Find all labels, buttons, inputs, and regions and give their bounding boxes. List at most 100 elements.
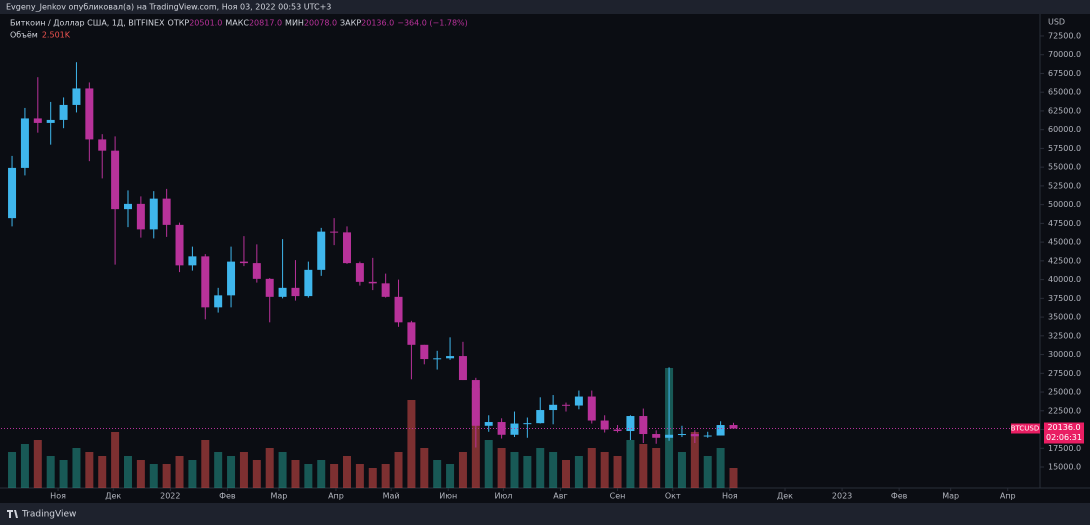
x-tick-label: Авг xyxy=(553,492,567,501)
candle-body xyxy=(123,203,132,210)
price-label: 20136.0 xyxy=(1047,423,1080,432)
x-tick-label: Окт xyxy=(665,492,681,501)
volume-bar xyxy=(8,452,17,488)
candle-body xyxy=(471,380,480,426)
y-tick-label: 22500.0 xyxy=(1048,406,1081,415)
volume-bar xyxy=(510,452,519,488)
currency: USD xyxy=(1048,18,1065,27)
top-bar xyxy=(0,0,1090,14)
candle-body xyxy=(574,396,583,406)
legend-text: 20078.0 xyxy=(304,19,337,28)
x-tick-label: Ноя xyxy=(50,492,66,501)
symbol-label: BTCUSD xyxy=(1011,425,1040,433)
candle-body xyxy=(149,198,158,230)
candle-body xyxy=(394,296,403,323)
candle-body xyxy=(549,404,558,411)
legend-text: МИН xyxy=(285,19,304,28)
volume-bar xyxy=(149,464,158,488)
volume-bar xyxy=(600,452,609,488)
volume-bar xyxy=(523,456,532,488)
volume-bar xyxy=(497,448,506,488)
volume-bar xyxy=(214,452,223,488)
candle-body xyxy=(252,263,261,279)
y-tick-label: 47500.0 xyxy=(1048,219,1081,228)
y-tick-label: 27500.0 xyxy=(1048,369,1081,378)
legend-text: 20817.0 xyxy=(249,19,282,28)
candle-body xyxy=(33,118,42,123)
volume-bar xyxy=(291,460,300,488)
candle-body xyxy=(626,416,635,432)
legend-text: 20501.0 xyxy=(189,19,222,28)
volume-bar xyxy=(729,468,738,488)
y-tick-label: 25000.0 xyxy=(1048,388,1081,397)
y-tick-label: 35000.0 xyxy=(1048,313,1081,322)
volume-bar xyxy=(175,456,184,488)
volume-bar xyxy=(111,432,120,488)
y-tick-label: 17500.0 xyxy=(1048,444,1081,453)
candle-body xyxy=(136,203,145,230)
volume-bar xyxy=(239,452,248,488)
volume-bar xyxy=(227,456,236,488)
candle-body xyxy=(523,423,532,425)
candle-body xyxy=(8,167,17,219)
bottom-bar xyxy=(0,503,1090,525)
x-tick-label: Июл xyxy=(495,492,513,501)
y-tick-label: 70000.0 xyxy=(1048,50,1081,59)
volume-bar xyxy=(407,400,416,488)
volume-bar xyxy=(639,444,648,488)
volume-bar xyxy=(188,460,197,488)
volume-bar xyxy=(626,440,635,488)
volume-bar xyxy=(446,464,455,488)
volume-bar xyxy=(72,448,81,488)
candle-body xyxy=(729,425,738,429)
legend-text: 2.501K xyxy=(42,31,71,40)
x-tick-label: 2022 xyxy=(160,492,180,501)
x-tick-label: Апр xyxy=(328,492,344,501)
y-tick-label: 60000.0 xyxy=(1048,125,1081,134)
volume-bar xyxy=(716,448,725,488)
candle-body xyxy=(600,420,609,430)
candle-body xyxy=(677,434,686,436)
legend-text: Объём xyxy=(10,31,38,40)
volume-bar xyxy=(252,460,261,488)
volume-bar xyxy=(278,452,287,488)
candle-body xyxy=(330,231,339,233)
y-tick-label: 72500.0 xyxy=(1048,31,1081,40)
x-tick-label: Фев xyxy=(219,492,236,501)
candle-body xyxy=(304,269,313,297)
candle-body xyxy=(201,256,210,308)
x-tick-label: Сен xyxy=(610,492,626,501)
x-tick-label: Дек xyxy=(105,492,121,501)
volume-bar xyxy=(201,440,210,488)
legend-text: ОТКР xyxy=(168,19,190,28)
y-tick-label: 37500.0 xyxy=(1048,294,1081,303)
candle-body xyxy=(175,224,184,266)
volume-bar xyxy=(574,456,583,488)
volume-bar xyxy=(536,448,545,488)
volume-bar xyxy=(123,456,132,488)
candle-body xyxy=(46,119,55,123)
candle-body xyxy=(407,322,416,345)
volume-bar xyxy=(587,448,596,488)
candle-body xyxy=(703,435,712,437)
candle-body xyxy=(639,416,648,435)
volume-bar xyxy=(59,460,68,488)
y-tick-label: 15000.0 xyxy=(1048,463,1081,472)
candle-body xyxy=(484,422,493,426)
y-tick-label: 57500.0 xyxy=(1048,144,1081,153)
volume-bar xyxy=(458,452,467,488)
volume-bar xyxy=(85,452,94,488)
candle-body xyxy=(291,287,300,297)
candle-body xyxy=(214,295,223,308)
volume-bar xyxy=(343,456,351,488)
y-tick-label: 42500.0 xyxy=(1048,256,1081,265)
volume-bar xyxy=(690,432,699,488)
volume-bar xyxy=(304,464,313,488)
volume-bar xyxy=(98,456,107,488)
y-tick-label: 62500.0 xyxy=(1048,106,1081,115)
candle-body xyxy=(239,261,248,264)
y-tick-label: 55000.0 xyxy=(1048,163,1081,172)
volume-bar xyxy=(433,460,442,488)
